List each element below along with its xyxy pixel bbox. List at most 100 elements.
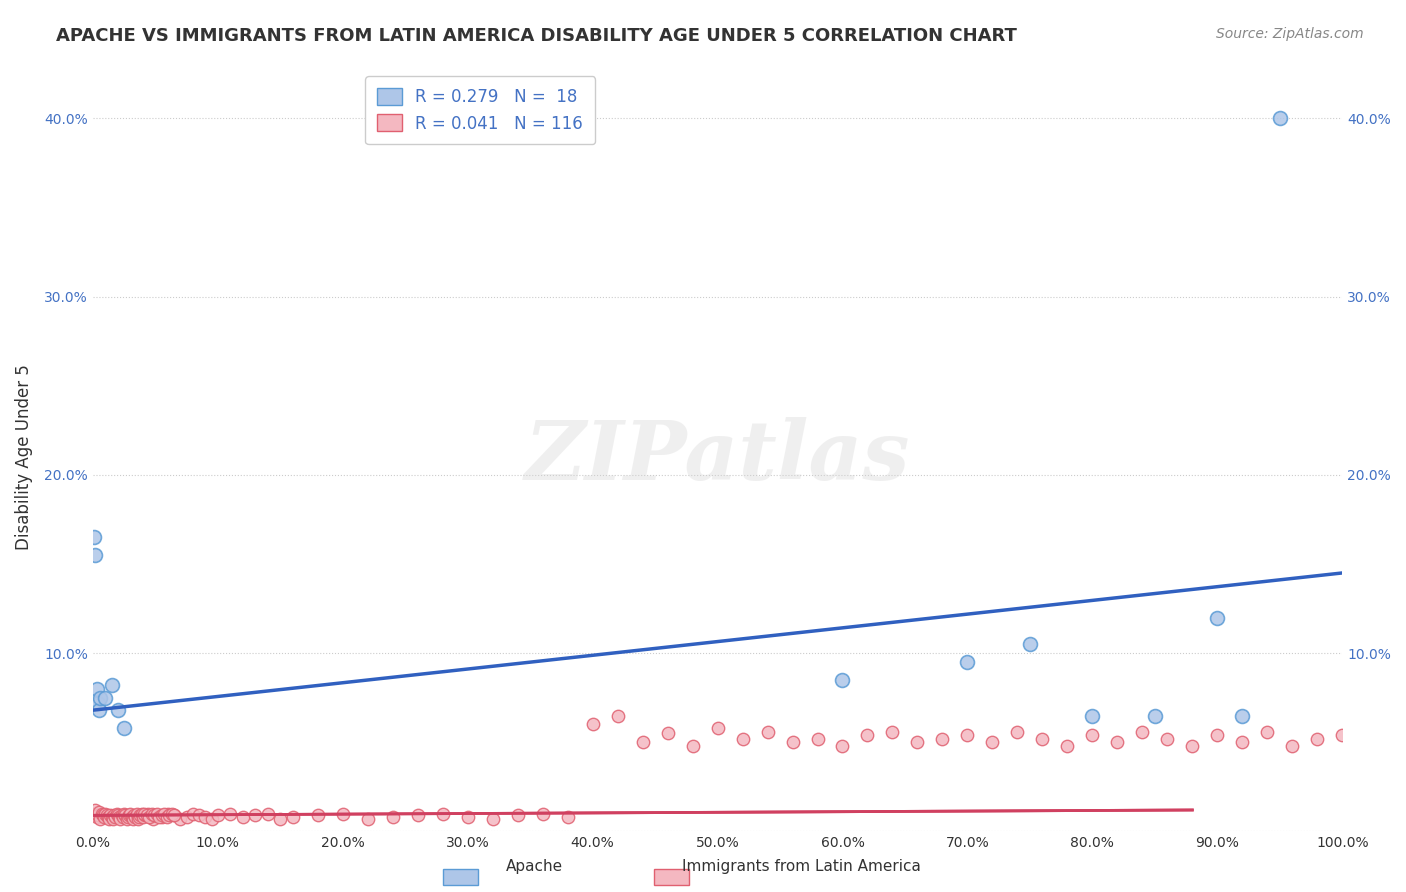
Point [531, 806, 554, 821]
Point [657, 726, 679, 740]
Point [782, 735, 804, 749]
Point [731, 731, 754, 746]
Point [103, 808, 125, 822]
Point [89, 690, 111, 705]
Point [143, 808, 166, 822]
Point [882, 724, 904, 739]
Point [139, 810, 162, 824]
Text: APACHE VS IMMIGRANTS FROM LATIN AMERICA DISABILITY AGE UNDER 5 CORRELATION CHART: APACHE VS IMMIGRANTS FROM LATIN AMERICA … [56, 27, 1017, 45]
Point [406, 808, 429, 822]
Point [148, 810, 170, 824]
Text: Source: ZipAtlas.com: Source: ZipAtlas.com [1216, 27, 1364, 41]
Point [87, 703, 110, 717]
Point [87, 808, 110, 822]
Point [84, 548, 107, 562]
Point [1181, 739, 1204, 753]
Point [181, 806, 204, 821]
Point [142, 812, 165, 826]
Point [956, 728, 979, 742]
Point [83, 806, 105, 821]
Point [907, 735, 929, 749]
Point [606, 708, 628, 723]
Point [87, 805, 110, 819]
Point [1232, 708, 1254, 723]
Point [135, 808, 157, 822]
Point [1306, 731, 1329, 746]
Point [831, 673, 853, 687]
Point [706, 721, 728, 735]
Point [87, 696, 110, 710]
Point [581, 717, 603, 731]
Point [138, 810, 160, 824]
Point [107, 808, 129, 822]
Point [1331, 728, 1354, 742]
Point [105, 806, 128, 821]
Point [121, 810, 143, 824]
Point [108, 810, 131, 824]
Point [100, 678, 122, 692]
Point [188, 808, 211, 822]
Point [457, 810, 479, 824]
Point [143, 808, 166, 822]
Point [98, 812, 121, 826]
Point [981, 735, 1004, 749]
Point [93, 810, 115, 824]
Point [1081, 728, 1104, 742]
Point [98, 808, 121, 822]
Point [115, 812, 138, 826]
Point [104, 810, 127, 824]
Point [1007, 724, 1029, 739]
Point [83, 530, 105, 544]
Point [1232, 735, 1254, 749]
Point [90, 806, 112, 821]
Point [132, 806, 155, 821]
Point [1019, 637, 1042, 651]
Point [432, 806, 454, 821]
Point [831, 739, 853, 753]
Point [117, 810, 139, 824]
Point [127, 812, 149, 826]
Legend: R = 0.279   N =  18, R = 0.041   N = 116: R = 0.279 N = 18, R = 0.041 N = 116 [366, 76, 595, 145]
Point [100, 810, 122, 824]
Point [91, 808, 114, 822]
Point [1156, 731, 1178, 746]
Point [631, 735, 654, 749]
Point [129, 808, 152, 822]
Point [110, 812, 132, 826]
Point [134, 808, 156, 822]
Point [84, 803, 107, 817]
Point [194, 810, 217, 824]
Point [86, 681, 108, 696]
Point [128, 810, 150, 824]
Point [1081, 708, 1104, 723]
Point [1281, 739, 1303, 753]
Point [357, 812, 380, 826]
Point [682, 739, 704, 753]
Point [118, 808, 141, 822]
Point [232, 810, 254, 824]
Point [1143, 708, 1166, 723]
Point [124, 810, 146, 824]
Point [156, 806, 179, 821]
Point [96, 808, 118, 822]
Point [122, 808, 145, 822]
Point [150, 808, 173, 822]
Point [219, 806, 242, 821]
Point [1107, 735, 1129, 749]
Point [169, 812, 191, 826]
Point [89, 812, 111, 826]
Point [931, 731, 953, 746]
Text: ZIPatlas: ZIPatlas [524, 417, 910, 497]
Point [1256, 724, 1278, 739]
Point [145, 806, 167, 821]
Point [1268, 112, 1291, 126]
Point [176, 810, 198, 824]
Point [153, 806, 176, 821]
Point [150, 810, 173, 824]
Point [806, 731, 828, 746]
Point [86, 810, 108, 824]
Point [1031, 731, 1053, 746]
Point [125, 806, 148, 821]
Point [114, 808, 136, 822]
Point [155, 810, 177, 824]
